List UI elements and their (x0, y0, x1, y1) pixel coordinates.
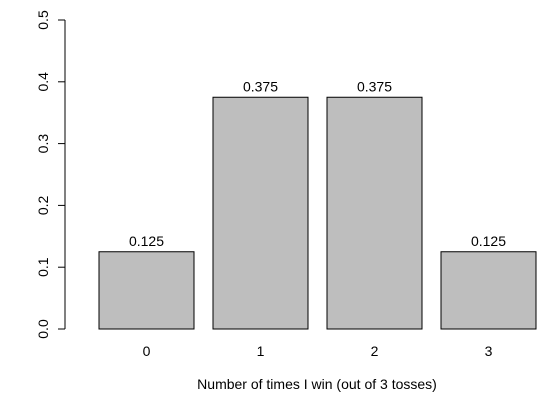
y-axis-tick-label: 0.1 (35, 257, 51, 277)
y-axis-tick-label: 0.5 (35, 10, 51, 30)
y-axis-tick-label: 0.0 (35, 319, 51, 339)
y-axis-tick-label: 0.3 (35, 134, 51, 154)
data-label-1: 0.375 (243, 78, 278, 94)
x-axis-label: Number of times I win (out of 3 tosses) (197, 376, 437, 392)
y-axis-tick-label: 0.2 (35, 195, 51, 215)
x-axis-tick-label: 0 (143, 343, 151, 359)
x-axis-tick-labels: 0 1 2 3 (143, 343, 493, 359)
bar-1 (212, 96, 309, 330)
data-label-3: 0.125 (471, 233, 506, 249)
x-axis-tick-label: 1 (257, 343, 265, 359)
data-label-2: 0.375 (357, 78, 392, 94)
data-label-0: 0.125 (129, 233, 164, 249)
bar-2 (326, 96, 423, 330)
bars: 0.125 0.375 0.375 0.125 (98, 78, 537, 330)
x-axis-tick-label: 3 (485, 343, 493, 359)
bar-3 (440, 251, 537, 330)
y-axis: 0.0 0.1 0.2 0.3 0.4 0.5 (35, 10, 66, 339)
bar-0 (98, 251, 195, 330)
x-axis-tick-label: 2 (371, 343, 379, 359)
y-axis-tick-label: 0.4 (35, 72, 51, 92)
